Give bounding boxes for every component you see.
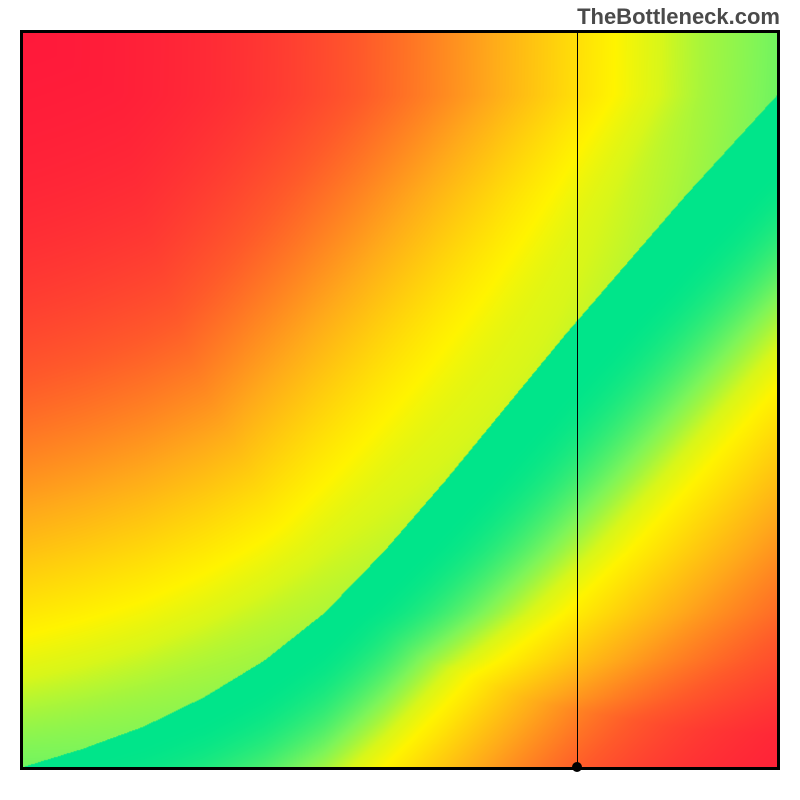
bottleneck-heatmap-chart xyxy=(20,30,780,770)
marker-point xyxy=(572,762,582,772)
heatmap-canvas xyxy=(23,33,777,767)
watermark-text: TheBottleneck.com xyxy=(577,4,780,30)
marker-vertical-line xyxy=(577,33,578,767)
